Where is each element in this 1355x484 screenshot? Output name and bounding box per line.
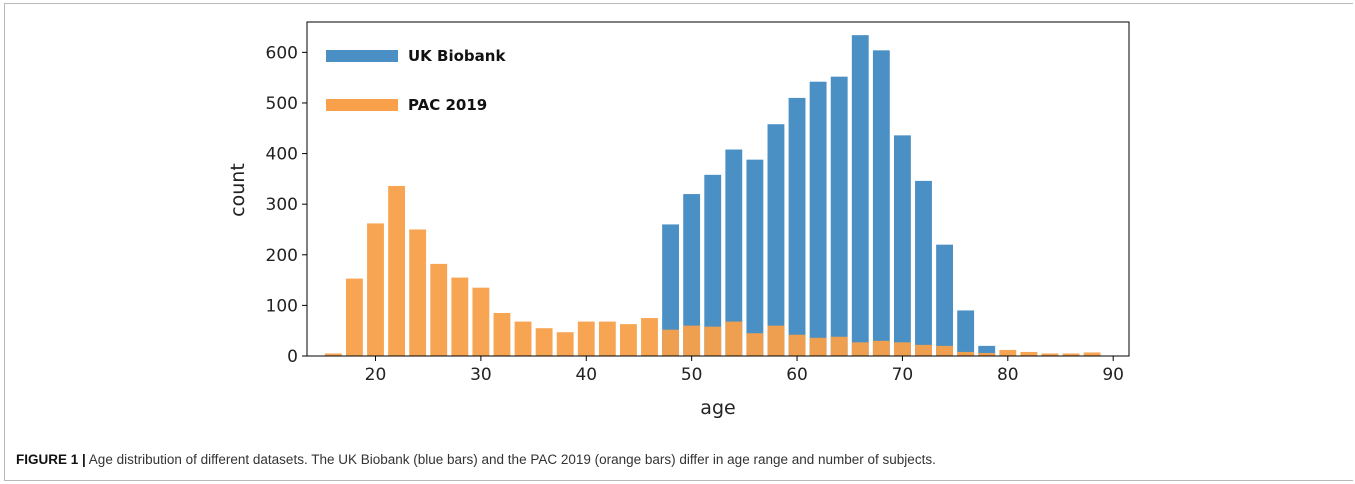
uk-biobank-bar (767, 124, 785, 356)
pac-2019-bar (1062, 353, 1080, 356)
pac-2019-bar (1020, 351, 1038, 356)
x-axis-title: age (700, 397, 735, 419)
y-tick-label: 500 (266, 94, 298, 114)
pac-2019-bar (409, 229, 427, 356)
x-tick-label: 20 (365, 365, 387, 385)
pac-2019-bar (535, 328, 553, 356)
caption-text: Age distribution of different datasets. … (85, 452, 936, 467)
y-tick-label: 200 (266, 246, 298, 266)
pac-2019-bar (936, 345, 954, 356)
legend-swatch-pac-2019 (326, 99, 398, 111)
legend-swatch-uk-biobank (326, 50, 398, 62)
pac-2019-bar (851, 342, 869, 356)
pac-2019-bar (683, 325, 701, 356)
pac-2019-bar (472, 287, 490, 356)
uk-biobank-bar (788, 97, 806, 356)
pac-2019-bar (367, 223, 384, 356)
uk-biobank-bar (872, 50, 890, 357)
uk-biobank-bar (662, 224, 680, 356)
pac-2019-bar (893, 342, 911, 356)
uk-biobank-bar (936, 244, 954, 356)
uk-biobank-bar (915, 180, 932, 356)
pac-2019-bar (493, 312, 511, 356)
pac-2019-bar (598, 321, 616, 356)
bars-layer (324, 35, 1101, 357)
pac-2019-bar (788, 334, 806, 356)
age-distribution-chart: 20 30 40 50 60 70 80 90 0 100 200 300 400 500 600 age… (227, 21, 1130, 419)
x-tick-label: 50 (681, 365, 703, 385)
pac-2019-bar (1041, 353, 1059, 356)
y-tick-label: 300 (266, 195, 298, 215)
figure-caption: FIGURE 1 | Age distribution of different… (16, 452, 1336, 467)
pac-2019-bar (915, 344, 932, 356)
pac-2019-bar (388, 185, 406, 356)
x-tick-label: 60 (786, 365, 808, 385)
pac-2019-bar (809, 337, 827, 356)
pac-2019-bar (514, 321, 532, 356)
pac-2019-bar (830, 336, 848, 356)
pac-2019-bar (577, 321, 595, 356)
uk-biobank-bar (704, 174, 722, 356)
caption-label: FIGURE 1 | (16, 452, 86, 467)
uk-biobank-bar (957, 310, 975, 356)
pac-2019-bar (957, 351, 975, 356)
uk-biobank-bar (851, 35, 869, 356)
legend: UK Biobank PAC 2019 (326, 47, 506, 114)
pac-2019-bar (641, 318, 658, 356)
plot-area-frame (306, 21, 1130, 357)
uk-biobank-bar (809, 81, 827, 356)
y-axis: 0 100 200 300 400 500 600 (266, 43, 307, 367)
y-tick-label: 400 (266, 145, 298, 165)
y-tick-label: 0 (287, 347, 298, 367)
y-axis-title: count (227, 163, 249, 217)
pac-2019-bar (725, 321, 743, 356)
x-tick-label: 90 (1102, 365, 1124, 385)
pac-2019-bar (704, 326, 722, 356)
pac-2019-bar (978, 352, 996, 356)
pac-2019-bar (556, 332, 574, 356)
pac-2019-bar (324, 353, 342, 356)
pac-2019-bar (746, 333, 764, 356)
pac-2019-bar (999, 349, 1017, 356)
x-tick-label: 30 (470, 365, 492, 385)
x-tick-label: 70 (892, 365, 914, 385)
legend-label-uk-biobank: UK Biobank (408, 47, 506, 65)
pac-2019-bar (767, 325, 785, 356)
uk-biobank-bar (830, 76, 848, 357)
uk-biobank-bar (683, 194, 701, 356)
uk-biobank-bar (746, 159, 764, 356)
uk-biobank-bar (893, 135, 911, 356)
pac-2019-bar (619, 324, 637, 356)
x-tick-label: 80 (997, 365, 1019, 385)
x-axis: 20 30 40 50 60 70 80 90 (365, 356, 1124, 385)
pac-2019-bar (872, 340, 890, 356)
uk-biobank-bar (725, 149, 743, 356)
x-tick-label: 40 (575, 365, 597, 385)
legend-label-pac-2019: PAC 2019 (408, 96, 487, 114)
pac-2019-bar (451, 277, 469, 356)
uk-biobank-bar (978, 345, 996, 356)
pac-2019-bar (345, 278, 363, 356)
pac-2019-bar (662, 329, 680, 356)
pac-2019-bar (430, 263, 448, 356)
figure-frame (4, 3, 1353, 481)
y-tick-label: 600 (266, 43, 298, 63)
pac-2019-bar (1083, 352, 1101, 356)
y-tick-label: 100 (266, 296, 298, 316)
